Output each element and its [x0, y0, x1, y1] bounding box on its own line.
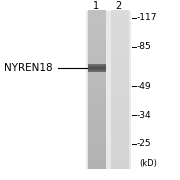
Text: -25: -25 — [137, 140, 151, 148]
Text: -34: -34 — [137, 111, 151, 120]
Text: 1: 1 — [93, 1, 99, 11]
Text: -49: -49 — [137, 82, 151, 91]
Text: NYREN18: NYREN18 — [4, 63, 52, 73]
Text: (kD): (kD) — [140, 159, 157, 168]
Text: -85: -85 — [137, 42, 152, 51]
Text: 2: 2 — [116, 1, 122, 11]
Text: -117: -117 — [137, 14, 157, 22]
Bar — [86, 11, 130, 169]
